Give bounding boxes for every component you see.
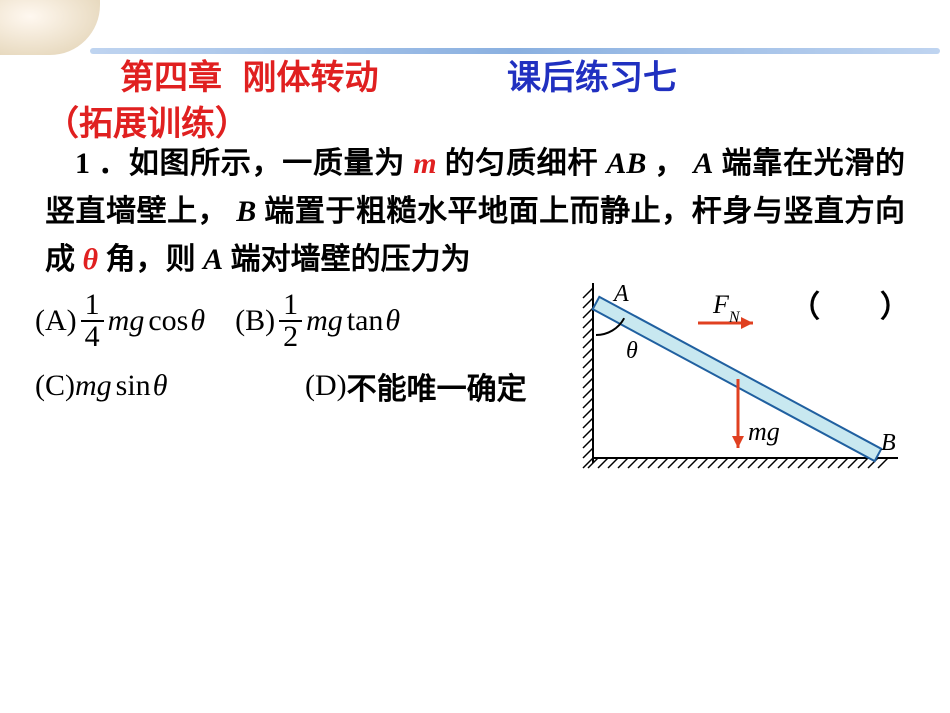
- chapter-label: 第四章: [120, 60, 222, 97]
- q-p2: 的匀质细杆: [437, 147, 607, 180]
- corner-logo: [0, 0, 100, 55]
- opt-b-den: 2: [279, 322, 302, 352]
- q-number: 1 ．: [75, 147, 129, 180]
- opt-b-label: (B): [235, 304, 275, 338]
- opt-a-den: 4: [81, 322, 104, 352]
- physics-diagram: A Bθ FN mg: [578, 283, 908, 483]
- q-m: m: [413, 147, 436, 180]
- opt-d-text: 不能唯一确定: [347, 364, 527, 408]
- sub-header: （拓展训练）: [45, 96, 249, 145]
- q-A1: A: [693, 147, 713, 180]
- opt-b-func: tan: [347, 304, 384, 338]
- opt-a-arg: θ: [190, 304, 205, 338]
- q-theta: θ: [83, 243, 99, 276]
- option-a: (A) 14 mg cos θ: [35, 290, 205, 352]
- svg-text:θ: θ: [626, 338, 638, 364]
- opt-c-func: sin: [116, 369, 151, 403]
- diagram-svg: A Bθ FN mg: [578, 283, 908, 483]
- opt-c-arg: θ: [153, 369, 168, 403]
- svg-text:mg: mg: [748, 417, 780, 446]
- opt-d-label: (D): [305, 369, 347, 403]
- opt-a-mg: mg: [108, 304, 145, 338]
- q-p1: 如图所示，一质量为: [129, 147, 413, 180]
- opt-b-mg: mg: [306, 304, 343, 338]
- opt-a-label: (A): [35, 304, 77, 338]
- option-d: (D) 不能唯一确定: [305, 364, 527, 408]
- q-p3: ，: [646, 147, 693, 180]
- opt-b-arg: θ: [385, 304, 400, 338]
- q-p7: 端对墙壁的压力为: [223, 243, 471, 276]
- svg-text:B: B: [881, 430, 896, 456]
- opt-b-num: 1: [279, 290, 302, 322]
- exercise-label: 课后练习七: [507, 60, 677, 97]
- opt-c-mg: mg: [75, 369, 112, 403]
- q-A2: A: [203, 243, 223, 276]
- page-header: 第四章 刚体转动 课后练习七: [120, 50, 920, 99]
- q-B1: B: [236, 195, 256, 228]
- option-b: (B) 12 mg tan θ: [235, 290, 400, 352]
- question-text: 1 ．如图所示，一质量为 m 的匀质细杆 AB ， A 端靠在光滑的竖直墙壁上，…: [45, 140, 905, 284]
- svg-text:A: A: [612, 283, 629, 307]
- option-c: (C) mg sin θ: [35, 369, 275, 403]
- q-AB: AB: [606, 147, 646, 180]
- svg-text:FN: FN: [712, 290, 741, 326]
- options-block: (A) 14 mg cos θ (B) 12 mg tan θ (C) mg s…: [35, 290, 557, 420]
- opt-a-num: 1: [81, 290, 104, 322]
- opt-c-label: (C): [35, 369, 75, 403]
- chapter-title: 刚体转动: [243, 60, 379, 97]
- q-p6: 角，则: [98, 243, 203, 276]
- opt-a-func: cos: [148, 304, 188, 338]
